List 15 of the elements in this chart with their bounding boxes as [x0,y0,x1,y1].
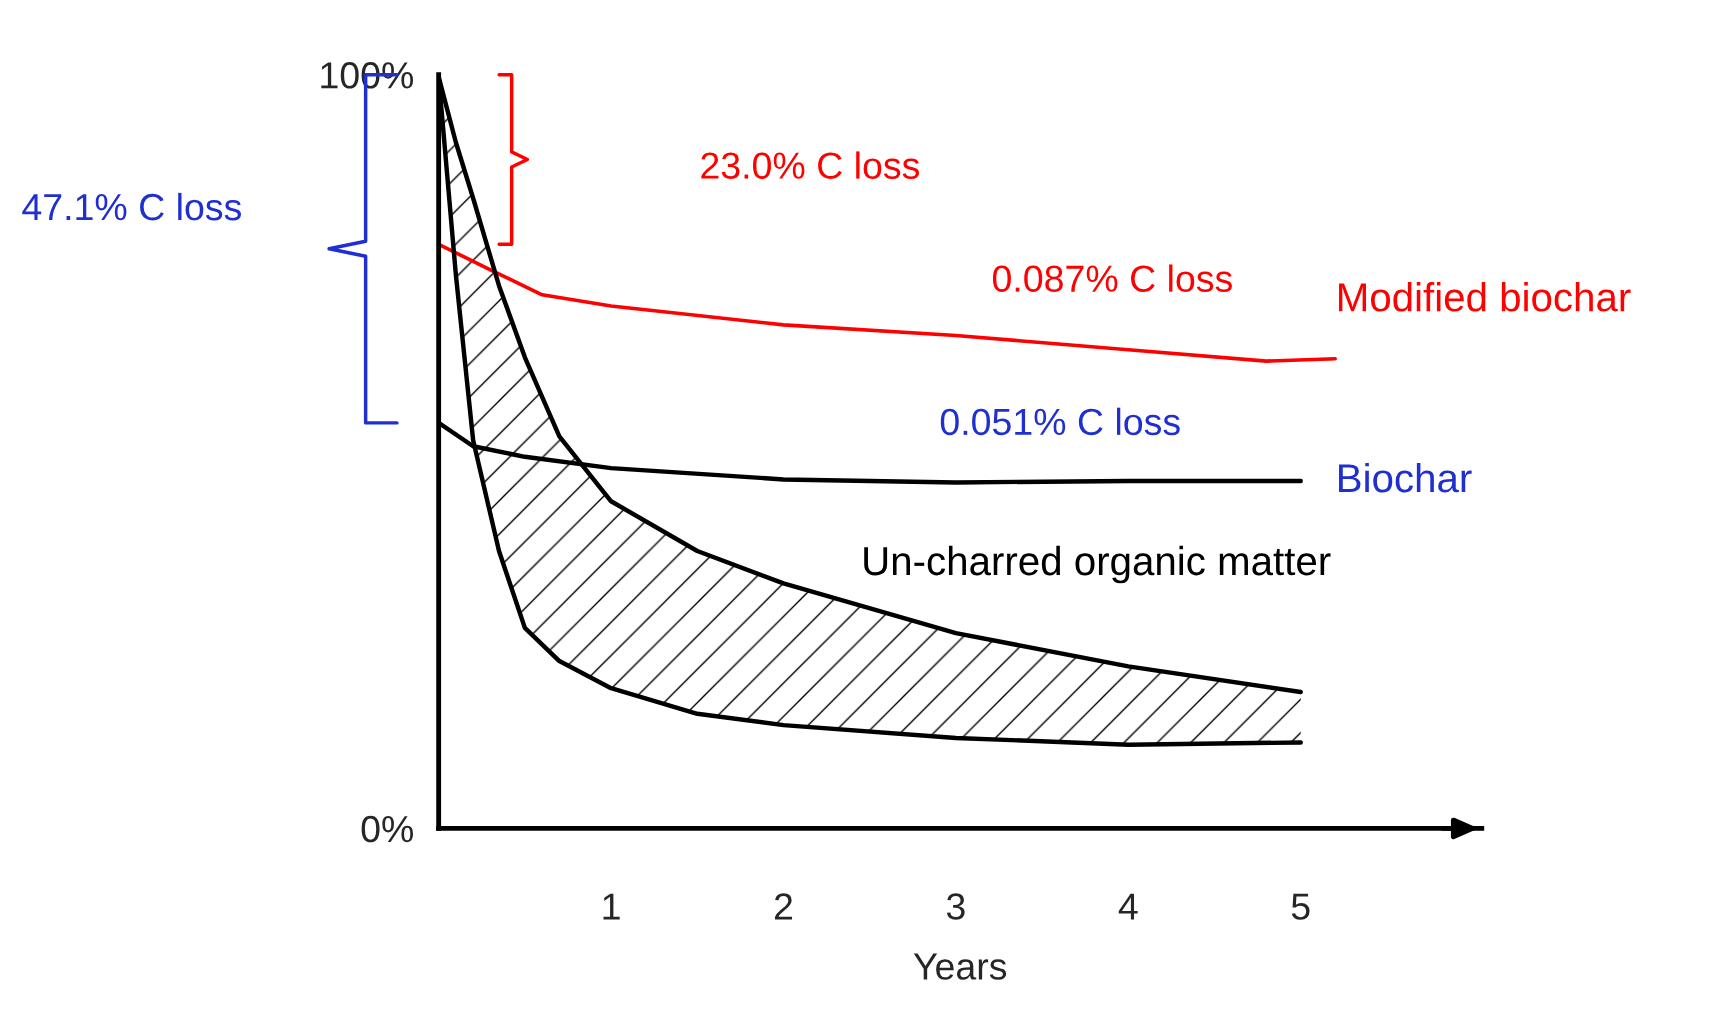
x-axis-title: Years [913,953,1007,980]
x-tick-label: 3 [946,893,965,920]
x-tick-label: 5 [1291,893,1310,920]
series-label: Un-charred organic matter [864,545,1331,584]
series-label: Modified biochar [1339,282,1631,312]
annotation: 0.051% C loss [940,407,1180,436]
x-tick-label: 4 [1118,893,1138,920]
series-label: Biochar [1339,462,1472,493]
annotation: 0.087% C loss [992,264,1232,293]
y-tick-label: 0% [361,815,414,843]
line-series [438,242,1338,363]
text: 47.1% C loss [22,192,241,221]
annotation: 23.0% C loss [701,151,920,179]
x-tick-label: 1 [603,893,620,920]
x-tick-label: 2 [774,893,793,920]
